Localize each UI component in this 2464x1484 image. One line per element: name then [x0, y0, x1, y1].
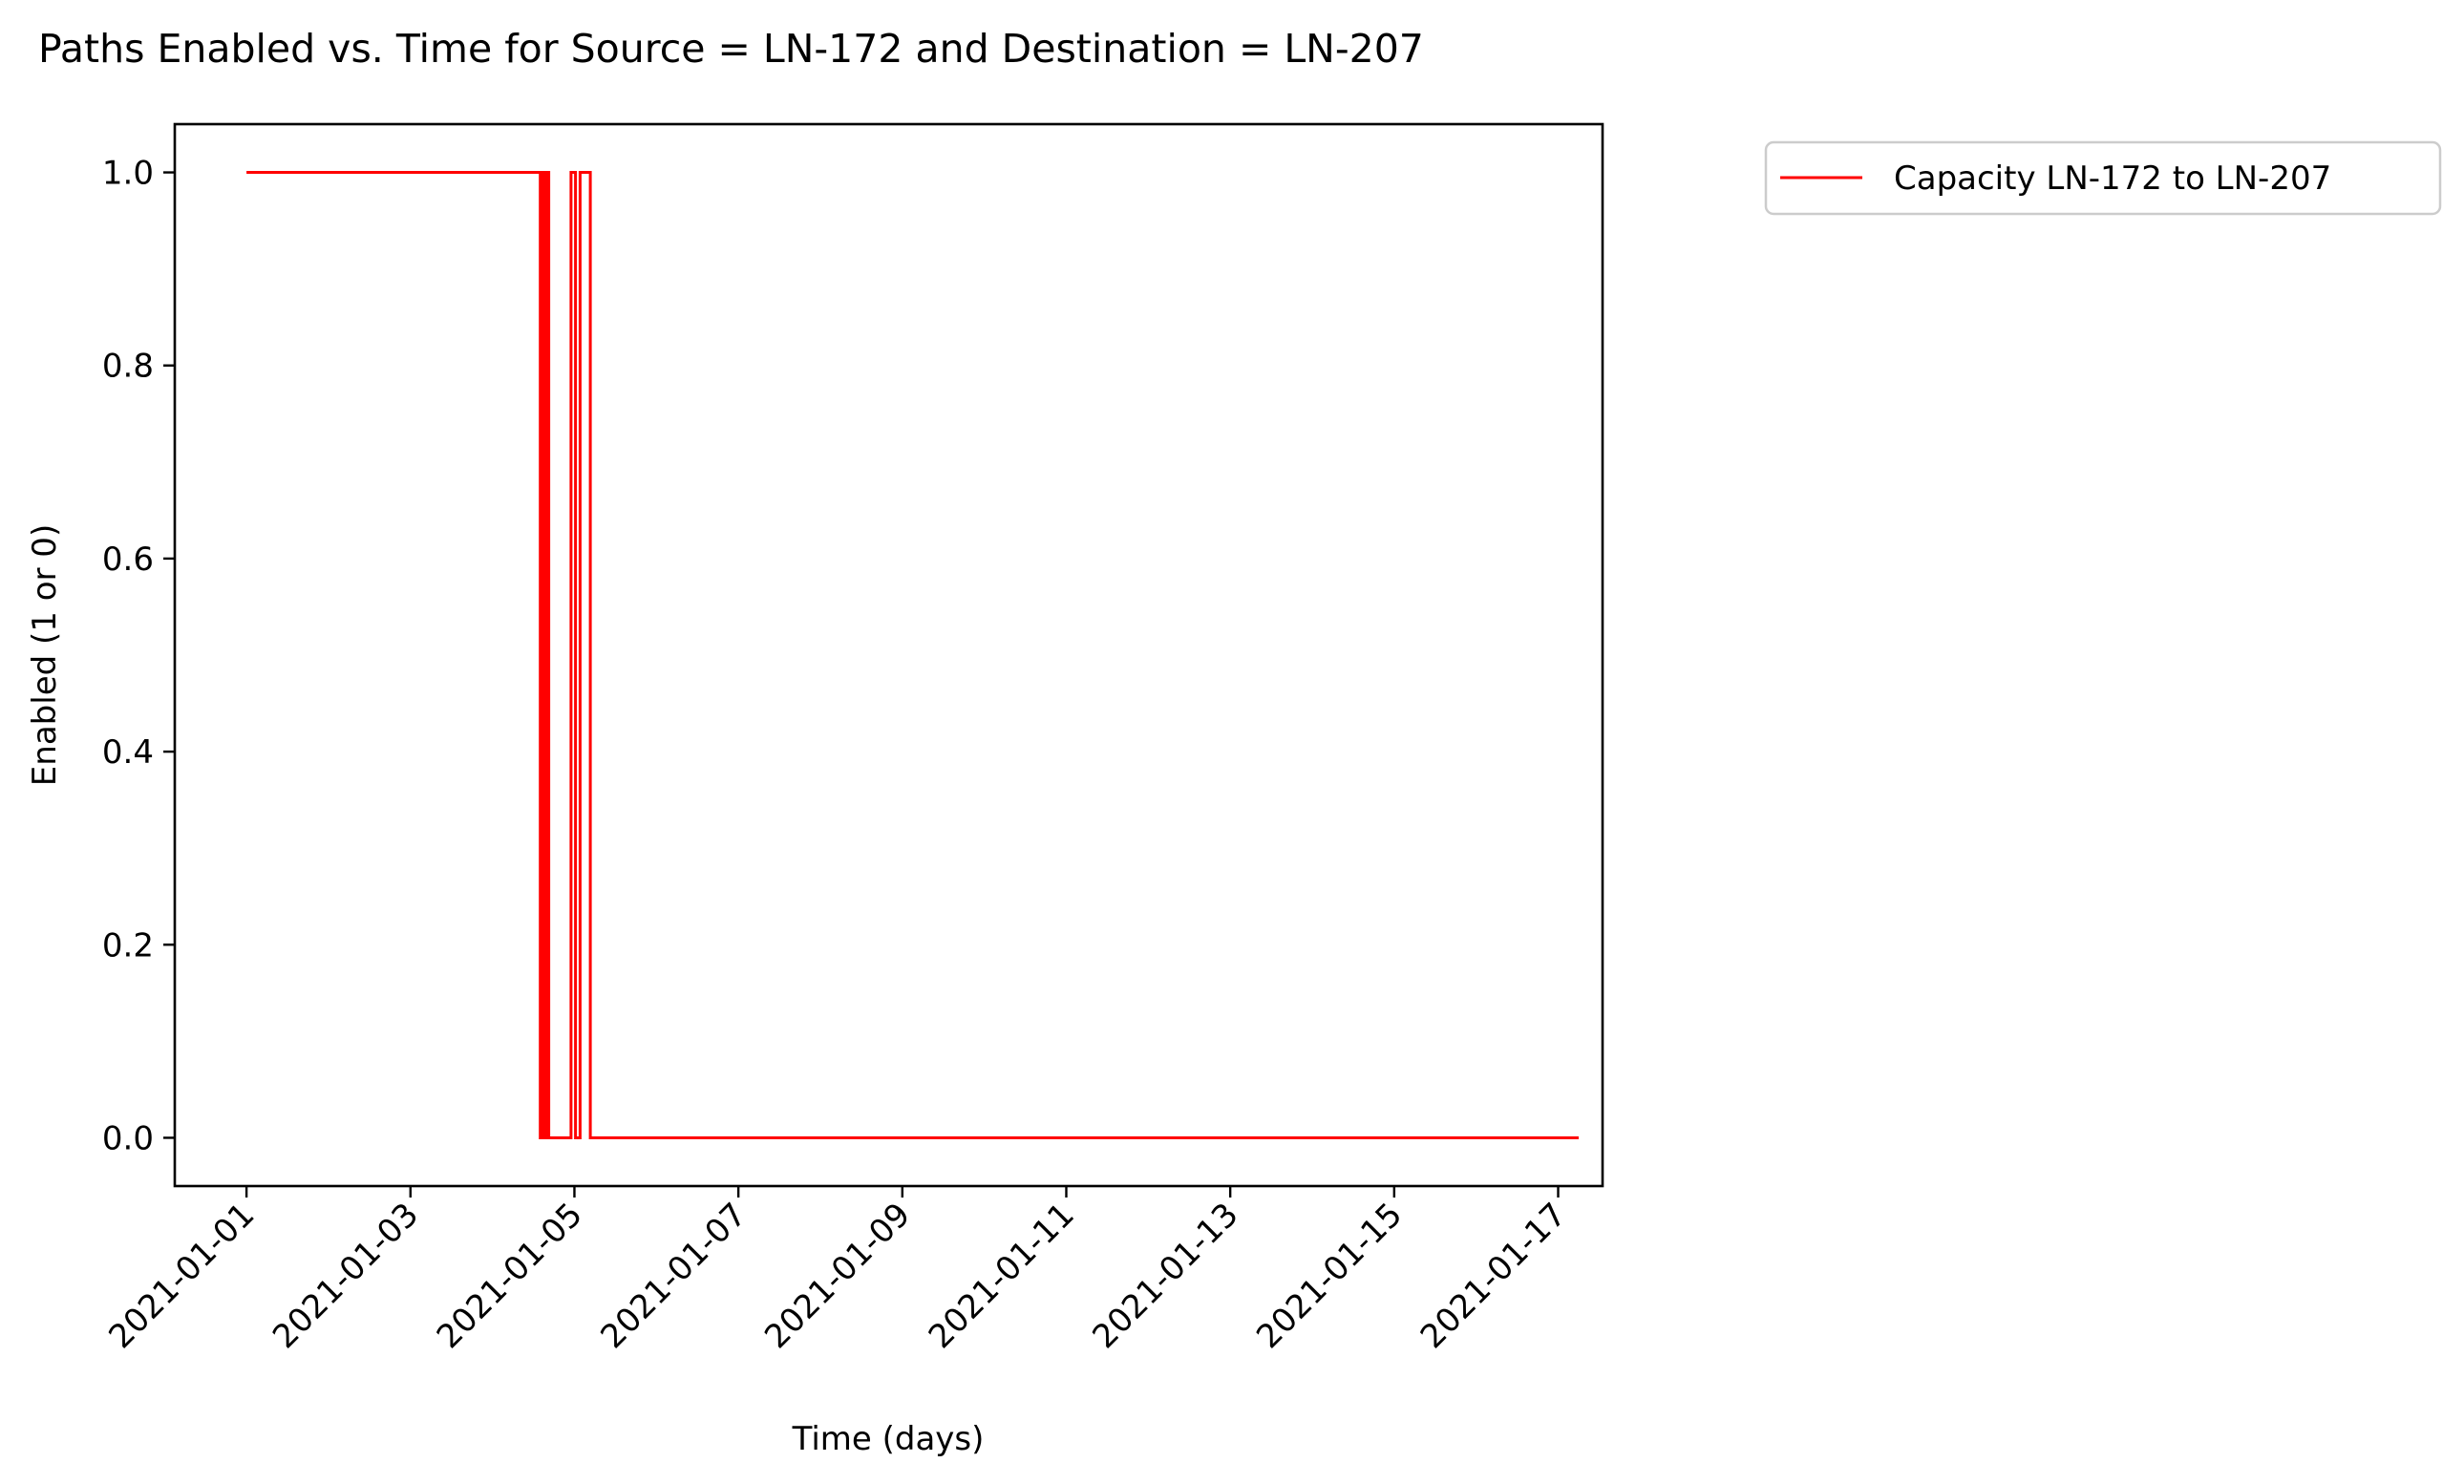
y-axis: 0.0 0.2 0.4 0.6 0.8 1.0 [102, 155, 175, 1157]
y-tick-label: 0.0 [102, 1119, 154, 1157]
series-layer [246, 171, 1579, 1139]
chart-title: Paths Enabled vs. Time for Source = LN-1… [38, 26, 1424, 72]
y-tick-label: 0.8 [102, 348, 154, 386]
y-tick-label: 0.6 [102, 541, 154, 579]
y-tick-label: 1.0 [102, 155, 154, 193]
x-tick-label: 2021-01-13 [1086, 1196, 1246, 1356]
x-tick-label: 2021-01-17 [1413, 1196, 1574, 1356]
legend-label: Capacity LN-172 to LN-207 [1894, 159, 2331, 198]
y-axis-title: Enabled (1 or 0) [26, 524, 64, 786]
x-tick-label: 2021-01-01 [101, 1196, 262, 1356]
legend-frame [1764, 140, 2442, 216]
series-line [246, 171, 1579, 1139]
plot-frame [173, 122, 1604, 1188]
x-axis-title: Time (days) [792, 1420, 985, 1458]
x-tick-label: 2021-01-05 [430, 1196, 590, 1356]
y-tick-label: 0.2 [102, 926, 154, 965]
x-tick-label: 2021-01-09 [757, 1196, 918, 1356]
y-tick-label: 0.4 [102, 733, 154, 772]
x-tick-label: 2021-01-11 [922, 1196, 1082, 1356]
x-tick-label: 2021-01-03 [266, 1196, 426, 1356]
legend: Capacity LN-172 to LN-207 [1764, 140, 2442, 216]
x-tick-label: 2021-01-07 [593, 1196, 754, 1356]
plot-area [173, 122, 1604, 1188]
x-axis: 2021-01-01 2021-01-03 2021-01-05 2021-01-07… [101, 1186, 1574, 1356]
x-tick-label: 2021-01-15 [1249, 1196, 1410, 1356]
